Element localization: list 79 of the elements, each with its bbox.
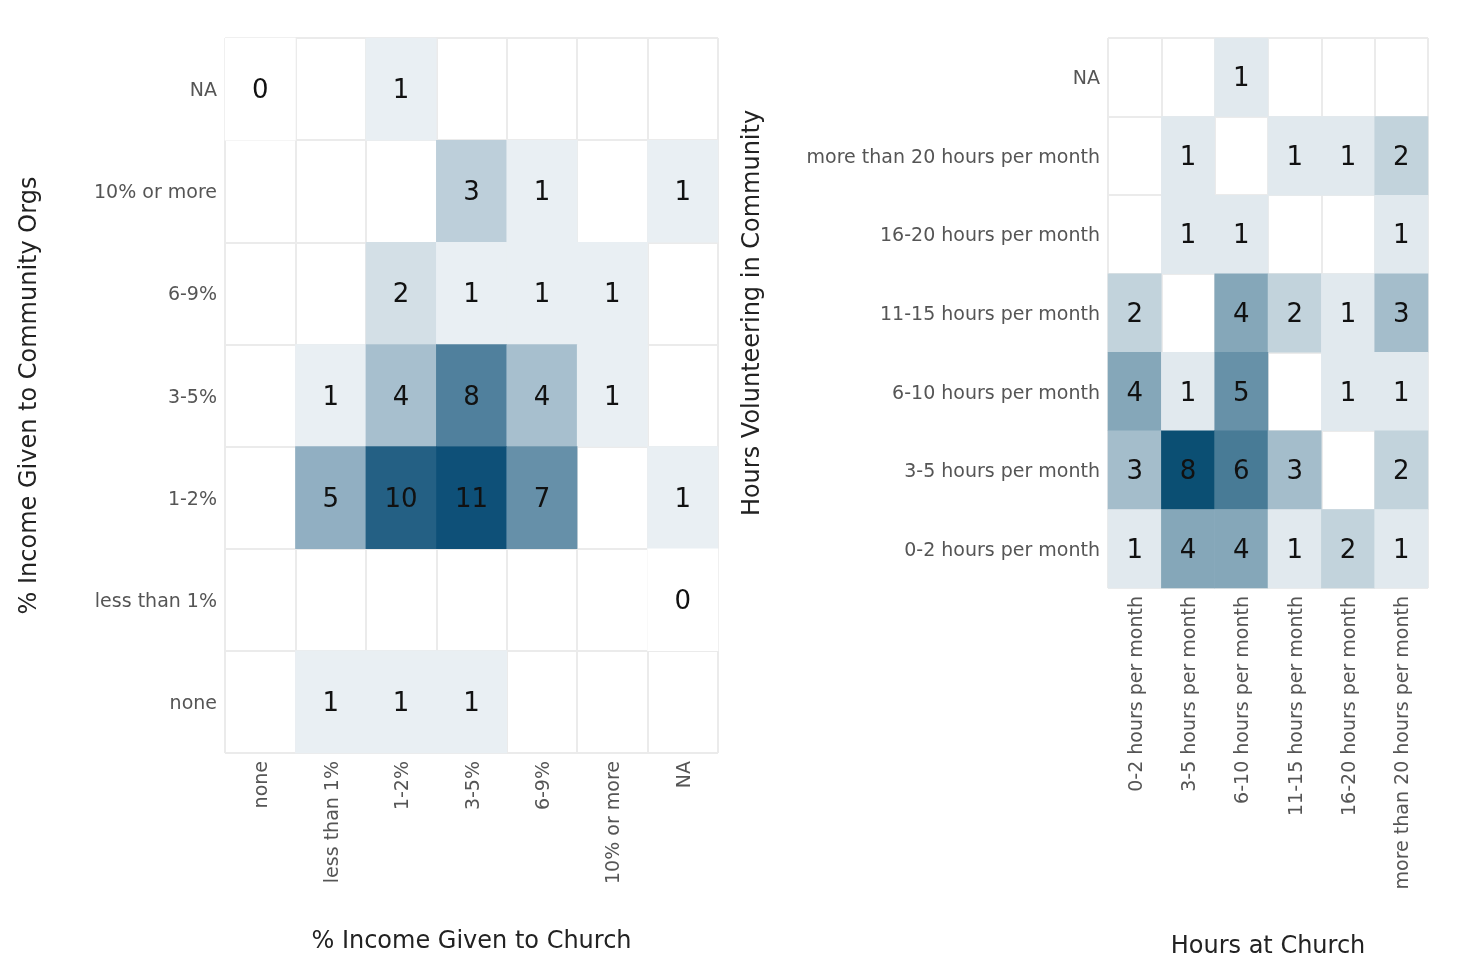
data-label: 11 — [454, 482, 489, 513]
y-axis-title: % Income Given to Community Orgs — [14, 176, 42, 615]
data-label: 1 — [322, 380, 339, 411]
data-label: 2 — [1339, 533, 1357, 564]
y-tick-label: 3-5% — [167, 384, 217, 407]
data-label: 8 — [1179, 455, 1197, 486]
x-tick-label: 3-5% — [460, 761, 483, 811]
data-label: 2 — [392, 278, 410, 309]
x-tick-label: 1-2% — [390, 761, 413, 811]
y-tick-label: 6-9% — [167, 282, 217, 305]
data-label: 4 — [392, 380, 410, 411]
data-label: 1 — [674, 482, 692, 513]
data-label: 3 — [1286, 455, 1303, 486]
data-label: 1 — [674, 176, 692, 207]
y-tick-label: more than 20 hours per month — [806, 144, 1100, 167]
x-tick-label: 6-10 hours per month — [1230, 596, 1253, 804]
x-tick-label: NA — [671, 761, 694, 789]
y-axis-title: Hours Volunteering in Community — [737, 109, 765, 517]
data-label: 1 — [392, 74, 410, 105]
data-label: 1 — [1339, 298, 1357, 328]
y-tick-label: 1-2% — [167, 486, 217, 509]
data-label: 4 — [1233, 298, 1250, 328]
data-label: 1 — [1233, 62, 1250, 93]
x-tick-label: none — [249, 761, 272, 809]
data-label: 2 — [1393, 140, 1410, 171]
data-label: 0 — [674, 584, 692, 615]
data-label: 6 — [1233, 455, 1250, 486]
data-label: 10 — [384, 482, 418, 513]
x-tick-label: 11-15 hours per month — [1283, 596, 1306, 816]
data-label: 1 — [1393, 219, 1410, 250]
data-label: 2 — [1393, 455, 1410, 486]
x-tick-label: more than 20 hours per month — [1390, 596, 1413, 890]
y-tick-label: 0-2 hours per month — [904, 537, 1100, 560]
data-label: 1 — [1393, 376, 1410, 407]
data-label: 1 — [1233, 219, 1250, 250]
y-tick-label: 16-20 hours per month — [880, 223, 1100, 246]
x-tick-label: 10% or more — [601, 761, 624, 884]
data-label: 4 — [533, 380, 551, 411]
data-label: 4 — [1179, 533, 1197, 564]
data-label: 1 — [1393, 533, 1410, 564]
data-label: 1 — [1339, 140, 1357, 171]
data-label: 8 — [463, 380, 480, 411]
x-axis-title: Hours at Church — [1170, 931, 1366, 959]
data-label: 4 — [1126, 376, 1143, 407]
data-label: 1 — [604, 278, 621, 309]
data-label: 2 — [1126, 298, 1143, 328]
data-label: 1 — [533, 176, 551, 207]
data-label: 1 — [1286, 140, 1303, 171]
data-label: 5 — [322, 482, 339, 513]
data-label: 1 — [1179, 376, 1197, 407]
data-label: 3 — [1393, 298, 1410, 328]
y-tick-label: 6-10 hours per month — [892, 380, 1100, 403]
data-label: 7 — [533, 482, 551, 513]
data-label: 1 — [1339, 376, 1357, 407]
y-tick-label: 11-15 hours per month — [880, 302, 1100, 324]
data-label: 5 — [1233, 376, 1250, 407]
data-label: 1 — [604, 380, 621, 411]
y-tick-label: NA — [1072, 66, 1100, 89]
data-label: 1 — [1126, 533, 1143, 564]
data-label: 1 — [322, 686, 339, 717]
data-label: 1 — [533, 278, 551, 309]
x-tick-label: 6-9% — [530, 761, 553, 811]
data-label: 4 — [1233, 533, 1250, 564]
data-label: 0 — [251, 74, 269, 105]
data-label: 1 — [1179, 219, 1197, 250]
x-tick-label: less than 1% — [319, 761, 342, 884]
data-label: 1 — [1286, 533, 1303, 564]
data-label: 2 — [1286, 298, 1303, 328]
data-label: 3 — [1126, 455, 1143, 486]
data-label: 1 — [463, 278, 480, 309]
data-label: 1 — [1179, 140, 1197, 171]
y-tick-label: 10% or more — [94, 180, 217, 203]
x-tick-label: 16-20 hours per month — [1337, 596, 1359, 816]
data-label: 3 — [463, 176, 480, 207]
data-label: 1 — [392, 686, 410, 717]
data-label: 1 — [463, 686, 480, 717]
x-axis-title: % Income Given to Church — [311, 926, 632, 954]
y-tick-label: 3-5 hours per month — [904, 459, 1100, 482]
y-tick-label: NA — [189, 78, 217, 101]
